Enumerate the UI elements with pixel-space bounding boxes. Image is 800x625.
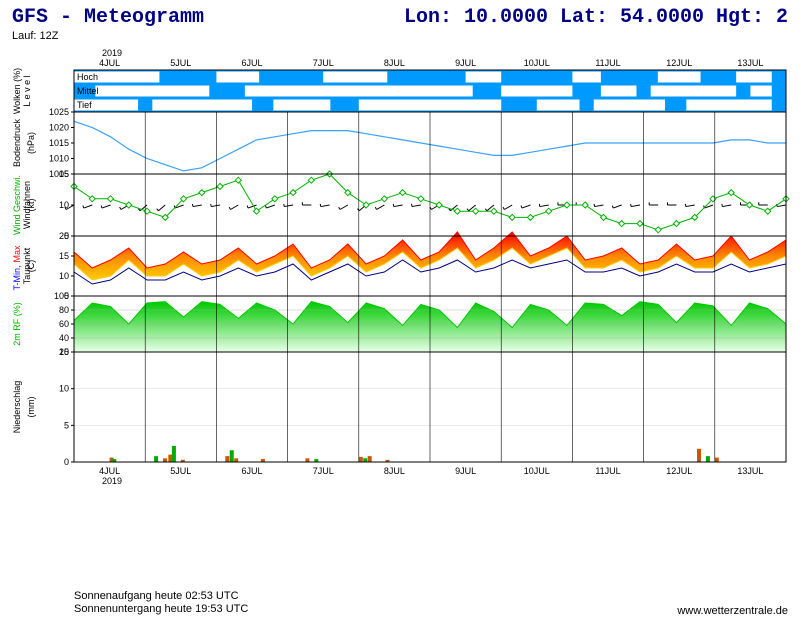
svg-text:15: 15 bbox=[59, 347, 69, 357]
svg-text:6JUL: 6JUL bbox=[241, 58, 262, 68]
svg-text:40: 40 bbox=[59, 333, 69, 343]
svg-text:10: 10 bbox=[59, 384, 69, 394]
svg-text:T-Min,: T-Min, bbox=[12, 265, 22, 290]
svg-text:100: 100 bbox=[54, 291, 69, 301]
svg-text:12JUL: 12JUL bbox=[666, 58, 692, 68]
sun-info: Sonnenaufgang heute 02:53 UTC Sonnenunte… bbox=[74, 590, 248, 618]
svg-text:(mm): (mm) bbox=[26, 397, 36, 418]
title: GFS - Meteogramm bbox=[12, 6, 204, 29]
svg-text:11JUL: 11JUL bbox=[595, 466, 620, 476]
svg-text:2019: 2019 bbox=[102, 476, 122, 486]
svg-text:Wolken (%): Wolken (%) bbox=[12, 68, 22, 114]
svg-text:Wind Geschwi.: Wind Geschwi. bbox=[12, 175, 22, 235]
svg-text:10JUL: 10JUL bbox=[524, 58, 550, 68]
svg-text:4JUL: 4JUL bbox=[99, 58, 120, 68]
sunset: Sonnenuntergang heute 19:53 UTC bbox=[74, 603, 248, 617]
svg-text:2m RF (%): 2m RF (%) bbox=[12, 302, 22, 346]
svg-text:1010: 1010 bbox=[49, 154, 69, 164]
svg-text:7JUL: 7JUL bbox=[313, 466, 334, 476]
svg-text:7JUL: 7JUL bbox=[313, 58, 334, 68]
svg-text:5JUL: 5JUL bbox=[170, 58, 191, 68]
svg-text:80: 80 bbox=[59, 305, 69, 315]
svg-text:(hPa): (hPa) bbox=[26, 132, 36, 154]
svg-text:60: 60 bbox=[59, 319, 69, 329]
svg-text:11JUL: 11JUL bbox=[595, 58, 620, 68]
svg-text:13JUL: 13JUL bbox=[737, 466, 763, 476]
lonlat: Lon: 10.0000 Lat: 54.0000 Hgt: 2 bbox=[404, 6, 788, 29]
svg-text:10JUL: 10JUL bbox=[524, 466, 550, 476]
svg-text:Windfahnen: Windfahnen bbox=[22, 181, 32, 229]
svg-text:12JUL: 12JUL bbox=[666, 466, 692, 476]
svg-text:20: 20 bbox=[59, 231, 69, 241]
svg-text:Bodendruck: Bodendruck bbox=[12, 118, 22, 167]
svg-text:6JUL: 6JUL bbox=[241, 466, 262, 476]
svg-text:9JUL: 9JUL bbox=[455, 466, 476, 476]
svg-text:Taupunkt: Taupunkt bbox=[22, 247, 32, 284]
svg-text:13JUL: 13JUL bbox=[737, 58, 763, 68]
svg-text:Hoch: Hoch bbox=[77, 72, 98, 82]
svg-text:2019: 2019 bbox=[102, 48, 122, 58]
svg-text:5: 5 bbox=[64, 420, 69, 430]
svg-text:1020: 1020 bbox=[49, 123, 69, 133]
svg-text:8JUL: 8JUL bbox=[384, 466, 405, 476]
svg-text:0: 0 bbox=[64, 457, 69, 467]
svg-text:L e v e l: L e v e l bbox=[22, 75, 32, 106]
sunrise: Sonnenaufgang heute 02:53 UTC bbox=[74, 590, 248, 604]
svg-text:Niederschlag: Niederschlag bbox=[12, 381, 22, 434]
svg-text:Mittel: Mittel bbox=[77, 86, 99, 96]
svg-text:Tief: Tief bbox=[77, 100, 92, 110]
credit: www.wetterzentrale.de bbox=[677, 605, 788, 617]
svg-text:Max: Max bbox=[12, 245, 22, 263]
svg-text:1015: 1015 bbox=[49, 138, 69, 148]
run-label: Lauf: 12Z bbox=[12, 30, 58, 42]
svg-text:1025: 1025 bbox=[49, 107, 69, 117]
svg-text:15: 15 bbox=[59, 169, 69, 179]
svg-text:9JUL: 9JUL bbox=[455, 58, 476, 68]
svg-text:5JUL: 5JUL bbox=[170, 466, 191, 476]
svg-text:8JUL: 8JUL bbox=[384, 58, 405, 68]
svg-text:10: 10 bbox=[59, 271, 69, 281]
chart-stack: 20194JUL5JUL6JUL7JUL8JUL9JUL10JUL11JUL12… bbox=[8, 48, 792, 583]
svg-text:15: 15 bbox=[59, 251, 69, 261]
svg-text:4JUL: 4JUL bbox=[99, 466, 120, 476]
